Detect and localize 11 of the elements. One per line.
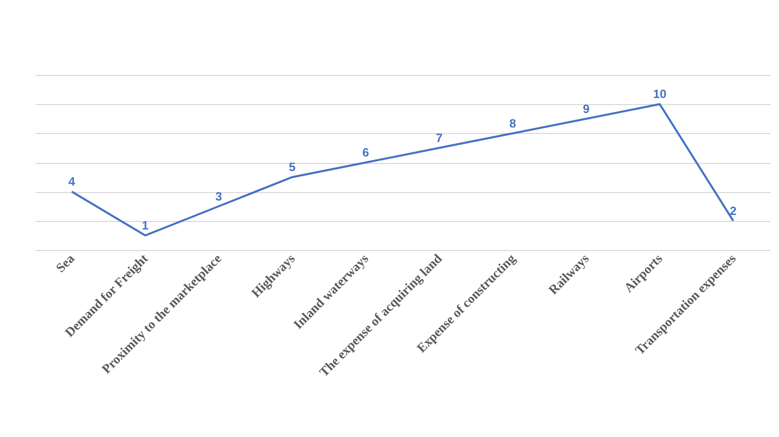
data-label: 10: [653, 87, 667, 102]
data-label: 7: [436, 130, 443, 145]
data-label: 8: [509, 116, 516, 130]
x-tick-label: Sea: [52, 250, 78, 276]
data-label: 9: [582, 102, 590, 116]
data-label: 1: [142, 218, 149, 232]
data-label: 6: [362, 146, 370, 160]
data-label: 2: [730, 204, 737, 218]
data-label: 3: [215, 189, 222, 204]
data-label: 5: [288, 160, 296, 174]
data-label: 4: [68, 174, 76, 189]
